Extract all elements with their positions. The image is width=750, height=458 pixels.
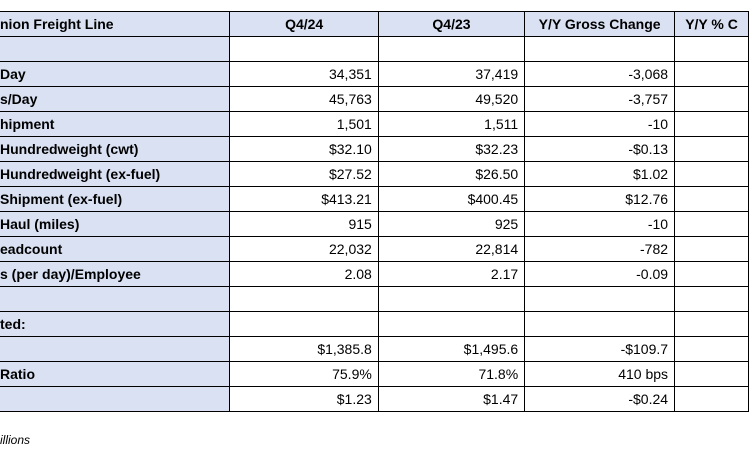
q4-24-cell: 75.9%	[229, 361, 379, 387]
table-row: hipment 1,501 1,511 -10	[0, 111, 749, 137]
table-row: Hundredweight (cwt) $32.10 $32.23 -$0.13	[0, 136, 749, 162]
footnote: illions	[0, 433, 31, 447]
metric-label	[0, 36, 231, 62]
metric-label: Haul (miles)	[0, 211, 231, 237]
q4-23-cell: 2.17	[377, 261, 526, 287]
yy-pct-change-cell	[674, 61, 749, 87]
q4-24-cell	[229, 36, 379, 62]
table-row: Hundredweight (ex-fuel) $27.52 $26.50 $1.02	[0, 161, 749, 187]
q4-23-cell	[377, 311, 526, 337]
q4-23-cell: 49,520	[377, 86, 526, 112]
yy-gross-change-cell	[524, 36, 676, 62]
yy-gross-change-cell	[524, 311, 676, 337]
q4-23-cell: 37,419	[377, 61, 526, 87]
q4-24-cell: $413.21	[229, 186, 379, 212]
q4-23-cell: 71.8%	[377, 361, 526, 387]
metric-label: Shipment (ex-fuel)	[0, 186, 231, 212]
table-row: s/Day 45,763 49,520 -3,757	[0, 86, 749, 112]
metric-label	[0, 336, 231, 362]
yy-pct-change-cell	[674, 36, 749, 62]
yy-gross-change-cell: -$109.7	[524, 336, 676, 362]
q4-23-cell: $32.23	[377, 136, 526, 162]
q4-24-cell: $1.23	[229, 386, 379, 412]
q4-23-cell: $1,495.6	[377, 336, 526, 362]
metric-label: ted:	[0, 311, 231, 337]
yy-pct-change-cell	[674, 136, 749, 162]
yy-gross-change-cell	[524, 286, 676, 312]
metric-label: Hundredweight (ex-fuel)	[0, 161, 231, 187]
table-row: $1,385.8 $1,495.6 -$109.7	[0, 336, 749, 362]
yy-pct-change-cell	[674, 186, 749, 212]
yy-gross-change-cell: -3,068	[524, 61, 676, 87]
yy-pct-change-cell	[674, 336, 749, 362]
yy-pct-change-cell	[674, 211, 749, 237]
q4-24-cell: $1,385.8	[229, 336, 379, 362]
yy-pct-change-cell	[674, 386, 749, 412]
q4-24-cell: $32.10	[229, 136, 379, 162]
metric-label: Day	[0, 61, 231, 87]
q4-24-cell: 22,032	[229, 236, 379, 262]
metric-label: s (per day)/Employee	[0, 261, 231, 287]
header-row: nion Freight Line Q4/24 Q4/23 Y/Y Gross Cha…	[0, 11, 749, 37]
table-row: Ratio 75.9% 71.8% 410 bps	[0, 361, 749, 387]
q4-23-cell: 1,511	[377, 111, 526, 137]
table-row: ted:	[0, 311, 749, 337]
q4-24-cell: 1,501	[229, 111, 379, 137]
table-row	[0, 36, 749, 62]
table-row: Shipment (ex-fuel) $413.21 $400.45 $12.76	[0, 186, 749, 212]
table-row	[0, 286, 749, 312]
yy-gross-change-cell: -0.09	[524, 261, 676, 287]
metric-label: s/Day	[0, 86, 231, 112]
q4-24-cell: 915	[229, 211, 379, 237]
column-header-yy-gross-change: Y/Y Gross Change	[524, 11, 676, 37]
q4-24-cell: 34,351	[229, 61, 379, 87]
yy-gross-change-cell: -3,757	[524, 86, 676, 112]
metric-label: hipment	[0, 111, 231, 137]
yy-gross-change-cell: -10	[524, 211, 676, 237]
freight-metrics-table: nion Freight Line Q4/24 Q4/23 Y/Y Gross Cha…	[0, 11, 749, 412]
metric-label: eadcount	[0, 236, 231, 262]
q4-23-cell: $1.47	[377, 386, 526, 412]
yy-pct-change-cell	[674, 286, 749, 312]
table-row: s (per day)/Employee 2.08 2.17 -0.09	[0, 261, 749, 287]
q4-23-cell	[377, 36, 526, 62]
yy-pct-change-cell	[674, 111, 749, 137]
yy-pct-change-cell	[674, 261, 749, 287]
metric-label	[0, 386, 231, 412]
table-row: eadcount 22,032 22,814 -782	[0, 236, 749, 262]
yy-gross-change-cell: -782	[524, 236, 676, 262]
column-header-q4-24: Q4/24	[229, 11, 379, 37]
q4-23-cell: $400.45	[377, 186, 526, 212]
column-header-metric-label: nion Freight Line	[0, 11, 231, 37]
q4-24-cell: $27.52	[229, 161, 379, 187]
metric-label: Hundredweight (cwt)	[0, 136, 231, 162]
yy-gross-change-cell: -10	[524, 111, 676, 137]
yy-gross-change-cell: 410 bps	[524, 361, 676, 387]
table-row: Haul (miles) 915 925 -10	[0, 211, 749, 237]
q4-24-cell	[229, 286, 379, 312]
yy-gross-change-cell: $12.76	[524, 186, 676, 212]
q4-24-cell	[229, 311, 379, 337]
metric-label: Ratio	[0, 361, 231, 387]
yy-pct-change-cell	[674, 236, 749, 262]
yy-pct-change-cell	[674, 311, 749, 337]
yy-pct-change-cell	[674, 361, 749, 387]
q4-23-cell: 925	[377, 211, 526, 237]
q4-23-cell	[377, 286, 526, 312]
q4-24-cell: 2.08	[229, 261, 379, 287]
q4-23-cell: $26.50	[377, 161, 526, 187]
column-header-yy-pct-change: Y/Y % C	[674, 11, 749, 37]
yy-pct-change-cell	[674, 161, 749, 187]
metric-label	[0, 286, 231, 312]
q4-23-cell: 22,814	[377, 236, 526, 262]
column-header-q4-23: Q4/23	[377, 11, 526, 37]
yy-pct-change-cell	[674, 86, 749, 112]
yy-gross-change-cell: $1.02	[524, 161, 676, 187]
yy-gross-change-cell: -$0.13	[524, 136, 676, 162]
q4-24-cell: 45,763	[229, 86, 379, 112]
table-row: Day 34,351 37,419 -3,068	[0, 61, 749, 87]
yy-gross-change-cell: -$0.24	[524, 386, 676, 412]
table-row: $1.23 $1.47 -$0.24	[0, 386, 749, 412]
